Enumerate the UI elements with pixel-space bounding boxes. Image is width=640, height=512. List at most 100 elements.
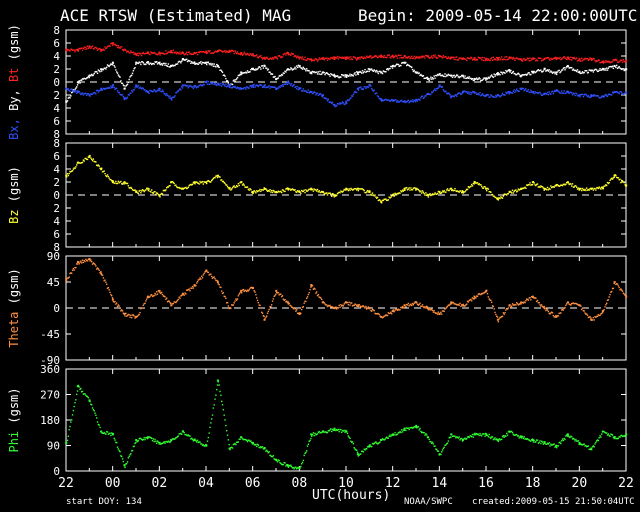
- data-dot: [602, 188, 605, 190]
- data-dot: [446, 92, 448, 94]
- data-dot: [463, 90, 465, 92]
- data-dot: [186, 289, 189, 291]
- data-dot: [441, 191, 443, 194]
- data-dot: [412, 303, 415, 306]
- data-dot: [491, 194, 493, 196]
- data-dot: [333, 73, 335, 76]
- data-dot: [509, 57, 511, 60]
- data-dot: [558, 442, 560, 444]
- data-dot: [222, 409, 225, 411]
- data-point-phi: [403, 427, 406, 430]
- data-dot: [204, 444, 206, 447]
- data-dot: [166, 65, 169, 68]
- data-dot: [72, 409, 75, 412]
- data-dot: [465, 304, 467, 306]
- data-dot: [466, 437, 468, 440]
- data-dot: [371, 68, 373, 70]
- data-dot: [307, 89, 310, 91]
- data-dot: [571, 59, 573, 61]
- data-dot: [236, 51, 239, 53]
- data-dot: [470, 93, 472, 96]
- data-dot: [388, 54, 390, 56]
- data-dot: [221, 71, 224, 74]
- data-point-bt: [216, 50, 219, 52]
- data-dot: [425, 192, 427, 194]
- data-dot: [426, 93, 428, 96]
- data-dot: [126, 97, 128, 100]
- data-dot: [516, 57, 519, 60]
- data-point-by: [485, 77, 488, 80]
- data-dot: [206, 52, 208, 55]
- data-dot: [200, 278, 202, 280]
- data-dot: [117, 304, 120, 306]
- data-point-bt: [543, 57, 546, 60]
- data-dot: [127, 94, 130, 96]
- data-dot: [489, 96, 491, 98]
- data-dot: [371, 442, 374, 445]
- data-dot: [191, 285, 194, 288]
- y-tick-label: 8: [53, 24, 60, 37]
- data-dot: [438, 85, 440, 88]
- data-dot: [573, 56, 575, 59]
- data-dot: [365, 305, 367, 308]
- data-dot: [71, 414, 74, 416]
- data-dot: [80, 93, 82, 96]
- data-dot: [620, 90, 622, 93]
- data-point-phi: [391, 433, 394, 436]
- data-dot: [232, 50, 235, 53]
- data-dot: [373, 309, 375, 312]
- data-dot: [597, 439, 600, 442]
- data-dot: [179, 433, 181, 435]
- data-dot: [145, 189, 147, 191]
- data-dot: [338, 76, 340, 79]
- data-dot: [549, 188, 551, 190]
- data-dot: [261, 58, 264, 60]
- data-dot: [284, 298, 286, 301]
- data-dot: [175, 437, 177, 439]
- data-dot: [381, 72, 384, 75]
- data-point-bt: [578, 58, 581, 61]
- data-dot: [169, 95, 171, 97]
- data-dot: [256, 299, 259, 302]
- data-dot: [276, 77, 279, 80]
- data-dot: [556, 184, 559, 186]
- data-dot: [447, 304, 450, 306]
- data-dot: [569, 182, 571, 185]
- data-dot: [581, 443, 583, 446]
- data-dot: [226, 50, 228, 52]
- data-dot: [605, 304, 607, 306]
- data-dot: [445, 55, 447, 58]
- data-dot: [363, 189, 365, 192]
- data-dot: [618, 286, 620, 289]
- data-dot: [451, 189, 453, 192]
- x-tick-label: 22: [58, 476, 74, 491]
- data-dot: [314, 58, 316, 60]
- data-point-bt: [356, 57, 359, 60]
- data-point-bz: [286, 187, 289, 190]
- data-dot: [151, 90, 154, 93]
- data-dot: [333, 58, 335, 60]
- data-dot: [381, 202, 383, 204]
- data-dot: [376, 312, 379, 315]
- data-dot: [257, 67, 260, 69]
- data-point-bx: [555, 89, 558, 92]
- data-dot: [471, 59, 474, 61]
- y-tick-label: 0: [53, 302, 60, 315]
- data-dot: [448, 437, 450, 439]
- data-dot: [108, 289, 110, 291]
- data-dot: [447, 73, 450, 76]
- data-dot: [267, 86, 270, 88]
- data-dot: [279, 86, 281, 89]
- data-dot: [571, 302, 573, 305]
- data-dot: [459, 92, 461, 95]
- data-dot: [114, 88, 116, 90]
- data-dot: [268, 85, 270, 87]
- data-dot: [350, 440, 352, 442]
- data-dot: [326, 72, 329, 75]
- data-dot: [306, 91, 308, 93]
- data-dot: [257, 444, 260, 446]
- data-dot: [598, 314, 600, 317]
- data-dot: [146, 89, 148, 92]
- data-dot: [387, 99, 390, 101]
- data-dot: [479, 91, 481, 94]
